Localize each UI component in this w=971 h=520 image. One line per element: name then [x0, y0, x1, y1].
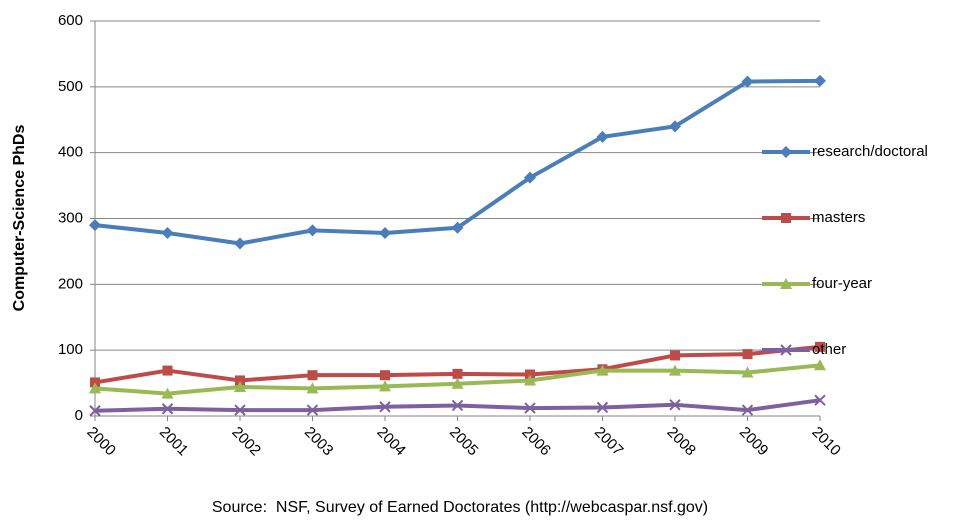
x-tick-label: 2005 [446, 424, 482, 460]
data-point [161, 403, 174, 415]
data-point [741, 75, 754, 88]
data-point [670, 350, 680, 361]
legend-marker [780, 146, 792, 158]
data-point [741, 366, 754, 378]
legend-label: masters [812, 209, 865, 226]
y-tick-label: 300 [58, 209, 83, 226]
data-point [669, 120, 681, 133]
data-point [234, 404, 246, 416]
data-point [814, 394, 826, 406]
x-tick-label: 2004 [373, 424, 409, 460]
x-tick-label: 2007 [591, 424, 627, 460]
data-point [451, 377, 464, 389]
data-point [161, 387, 174, 399]
data-point [815, 341, 825, 352]
y-tick-label: 600 [58, 12, 83, 29]
data-point [234, 381, 246, 393]
x-tick-label: 2008 [663, 424, 699, 460]
data-point [452, 368, 463, 379]
x-tick-label: 2003 [301, 424, 337, 460]
data-point [379, 380, 391, 392]
data-point [669, 399, 681, 411]
series-line [94, 78, 821, 246]
legend-label: other [812, 341, 846, 358]
y-tick-label: 400 [58, 144, 83, 161]
data-point [380, 370, 390, 381]
data-point [524, 171, 536, 184]
data-point [306, 224, 319, 237]
y-tick-label: 500 [58, 78, 83, 95]
x-tick-label: 2010 [808, 424, 844, 460]
data-point [596, 401, 609, 414]
legend-marker [780, 344, 792, 356]
data-point [669, 364, 681, 376]
x-tick-label: 2001 [156, 424, 192, 460]
data-point [234, 237, 246, 250]
source-note: Source: NSF, Survey of Earned Doctorates… [212, 499, 708, 516]
data-point [307, 370, 318, 381]
data-point [596, 130, 609, 143]
data-point [814, 74, 826, 87]
data-point [89, 219, 101, 232]
legend-label: four-year [812, 275, 872, 292]
x-tick-label: 2002 [228, 424, 264, 460]
y-tick-label: 100 [58, 341, 83, 358]
data-point [89, 382, 101, 394]
y-axis-title: Computer-Science PhDs [11, 125, 28, 312]
y-tick-label: 200 [58, 275, 83, 292]
x-tick-label: 2006 [518, 424, 554, 460]
data-point [161, 226, 174, 239]
data-point [89, 405, 101, 417]
y-tick-label: 0 [75, 407, 83, 424]
data-point [742, 349, 753, 360]
data-point [524, 374, 536, 386]
data-point [306, 404, 319, 416]
data-point [524, 402, 536, 414]
data-point [306, 382, 319, 394]
data-point [741, 404, 754, 416]
data-point [451, 399, 464, 412]
x-tick-label: 2009 [736, 424, 772, 460]
legend-marker [780, 278, 792, 289]
x-tick-label: 2000 [83, 424, 119, 460]
legend-marker [781, 213, 791, 223]
legend-label: research/doctoral [812, 143, 928, 160]
data-point [596, 364, 609, 376]
data-point [814, 359, 826, 371]
data-point [162, 365, 173, 376]
data-point [451, 221, 464, 234]
data-point [379, 226, 391, 239]
data-point [235, 375, 245, 386]
data-point [379, 401, 391, 413]
